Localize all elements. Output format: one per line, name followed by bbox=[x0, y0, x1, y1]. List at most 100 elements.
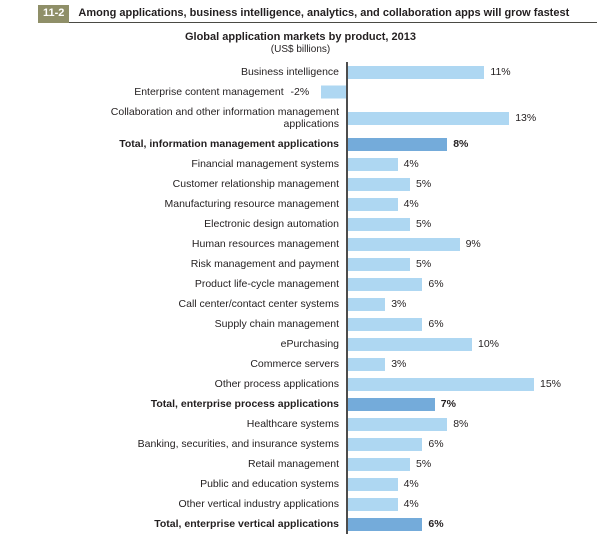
bar-value: 3% bbox=[391, 358, 407, 370]
bar-value: 6% bbox=[428, 438, 444, 450]
bar bbox=[348, 417, 448, 431]
bar-zone: 4% bbox=[346, 154, 601, 174]
chart-row: Total, enterprise process applications 7% bbox=[0, 394, 601, 414]
bar-negative bbox=[321, 85, 346, 99]
bar-value: 4% bbox=[403, 158, 419, 170]
bar-zone: 4% bbox=[346, 494, 601, 514]
bar bbox=[348, 457, 410, 471]
bar bbox=[348, 337, 472, 351]
bar bbox=[348, 157, 398, 171]
chart-subtitle: (US$ billions) bbox=[270, 44, 331, 55]
bar bbox=[348, 237, 460, 251]
bar bbox=[348, 177, 410, 191]
row-label: Public and education systems bbox=[200, 478, 339, 490]
bar-zone: 9% bbox=[346, 234, 601, 254]
bar bbox=[348, 137, 448, 151]
bar-value: 5% bbox=[416, 178, 432, 190]
bar-zone: 5% bbox=[346, 174, 601, 194]
bar-value: 5% bbox=[416, 458, 432, 470]
chart-row: Electronic design automation 5% bbox=[0, 214, 601, 234]
row-label: Enterprise content management -2% bbox=[134, 86, 310, 98]
chart-row: Supply chain management 6% bbox=[0, 314, 601, 334]
chart-row: Business intelligence 11% bbox=[0, 62, 601, 82]
chart-row: Call center/contact center systems 3% bbox=[0, 294, 601, 314]
row-label: Collaboration and other information mana… bbox=[110, 106, 339, 130]
bar-value: 6% bbox=[428, 518, 444, 530]
bar-zone: 6% bbox=[346, 514, 601, 534]
bar-zone: 13% bbox=[346, 102, 601, 134]
chart-title: Global application markets by product, 2… bbox=[184, 31, 417, 43]
row-label: Commerce servers bbox=[250, 358, 339, 370]
row-label: Product life-cycle management bbox=[194, 278, 339, 290]
bar bbox=[348, 397, 435, 411]
bar bbox=[348, 197, 398, 211]
bar-value: 8% bbox=[453, 418, 469, 430]
bar-value: 6% bbox=[428, 278, 444, 290]
row-label: Total, enterprise process applications bbox=[150, 398, 339, 410]
chart-row: Public and education systems 4% bbox=[0, 474, 601, 494]
bar-zone: 5% bbox=[346, 214, 601, 234]
chart-row: Banking, securities, and insurance syste… bbox=[0, 434, 601, 454]
row-label: Supply chain management bbox=[214, 318, 339, 330]
bar-zone: 6% bbox=[346, 314, 601, 334]
bar-zone: 8% bbox=[346, 414, 601, 434]
bar-value: 4% bbox=[403, 478, 419, 490]
chart-row: Product life-cycle management 6% bbox=[0, 274, 601, 294]
bar-value: 5% bbox=[416, 258, 432, 270]
row-label: Retail management bbox=[247, 458, 339, 470]
row-label: Other process applications bbox=[214, 378, 339, 390]
chart-row: Customer relationship management 5% bbox=[0, 174, 601, 194]
bar-value: 8% bbox=[453, 138, 469, 150]
chart-row: Other process applications 15% bbox=[0, 374, 601, 394]
figure-header: 11-2 Among applications, business intell… bbox=[38, 0, 597, 23]
chart-row: Total, enterprise vertical applications 6… bbox=[0, 514, 601, 534]
bar-value: 15% bbox=[540, 378, 562, 390]
bar bbox=[348, 257, 410, 271]
row-label: Customer relationship management bbox=[172, 178, 339, 190]
figure-title: Among applications, business intelligenc… bbox=[78, 7, 570, 19]
chart-row: Commerce servers 3% bbox=[0, 354, 601, 374]
bar-value: 9% bbox=[465, 238, 481, 250]
row-label: Total, enterprise vertical applications bbox=[154, 518, 339, 530]
bar-value: 3% bbox=[391, 298, 407, 310]
chart-row: Human resources management 9% bbox=[0, 234, 601, 254]
bar-chart: Business intelligence 11% Enterprise conte… bbox=[0, 62, 601, 534]
chart-row: ePurchasing 10% bbox=[0, 334, 601, 354]
bar bbox=[348, 111, 510, 125]
row-label: ePurchasing bbox=[280, 338, 339, 350]
bar-zone: 11% bbox=[346, 62, 601, 82]
bar-zone: 4% bbox=[346, 474, 601, 494]
figure-number-badge: 11-2 bbox=[38, 5, 70, 23]
bar-zone bbox=[346, 82, 601, 102]
row-label: Call center/contact center systems bbox=[178, 298, 339, 310]
bar bbox=[348, 217, 410, 231]
bar-value: -2% bbox=[287, 86, 310, 98]
bar bbox=[348, 517, 423, 531]
bar-zone: 4% bbox=[346, 194, 601, 214]
axis-baseline bbox=[346, 62, 348, 534]
row-label: Financial management systems bbox=[191, 158, 339, 170]
row-label: Risk management and payment bbox=[190, 258, 339, 270]
bar-value: 5% bbox=[416, 218, 432, 230]
bar-zone: 10% bbox=[346, 334, 601, 354]
bar-value: 6% bbox=[428, 318, 444, 330]
row-label: Business intelligence bbox=[240, 66, 339, 78]
bar bbox=[348, 357, 386, 371]
row-label: Manufacturing resource management bbox=[164, 198, 339, 210]
bar-zone: 3% bbox=[346, 294, 601, 314]
bar bbox=[348, 297, 386, 311]
row-label: Electronic design automation bbox=[204, 218, 339, 230]
chart-row: Total, information management applicatio… bbox=[0, 134, 601, 154]
chart-row: Risk management and payment 5% bbox=[0, 254, 601, 274]
chart-row: Other vertical industry applications 4% bbox=[0, 494, 601, 514]
chart-row: Financial management systems 4% bbox=[0, 154, 601, 174]
bar-zone: 8% bbox=[346, 134, 601, 154]
row-label: Banking, securities, and insurance syste… bbox=[137, 438, 339, 450]
bar bbox=[348, 65, 485, 79]
bar bbox=[348, 377, 534, 391]
bar-zone: 6% bbox=[346, 434, 601, 454]
bar-zone: 5% bbox=[346, 254, 601, 274]
bar-zone: 6% bbox=[346, 274, 601, 294]
row-label: Human resources management bbox=[191, 238, 339, 250]
bar-value: 13% bbox=[515, 112, 537, 124]
